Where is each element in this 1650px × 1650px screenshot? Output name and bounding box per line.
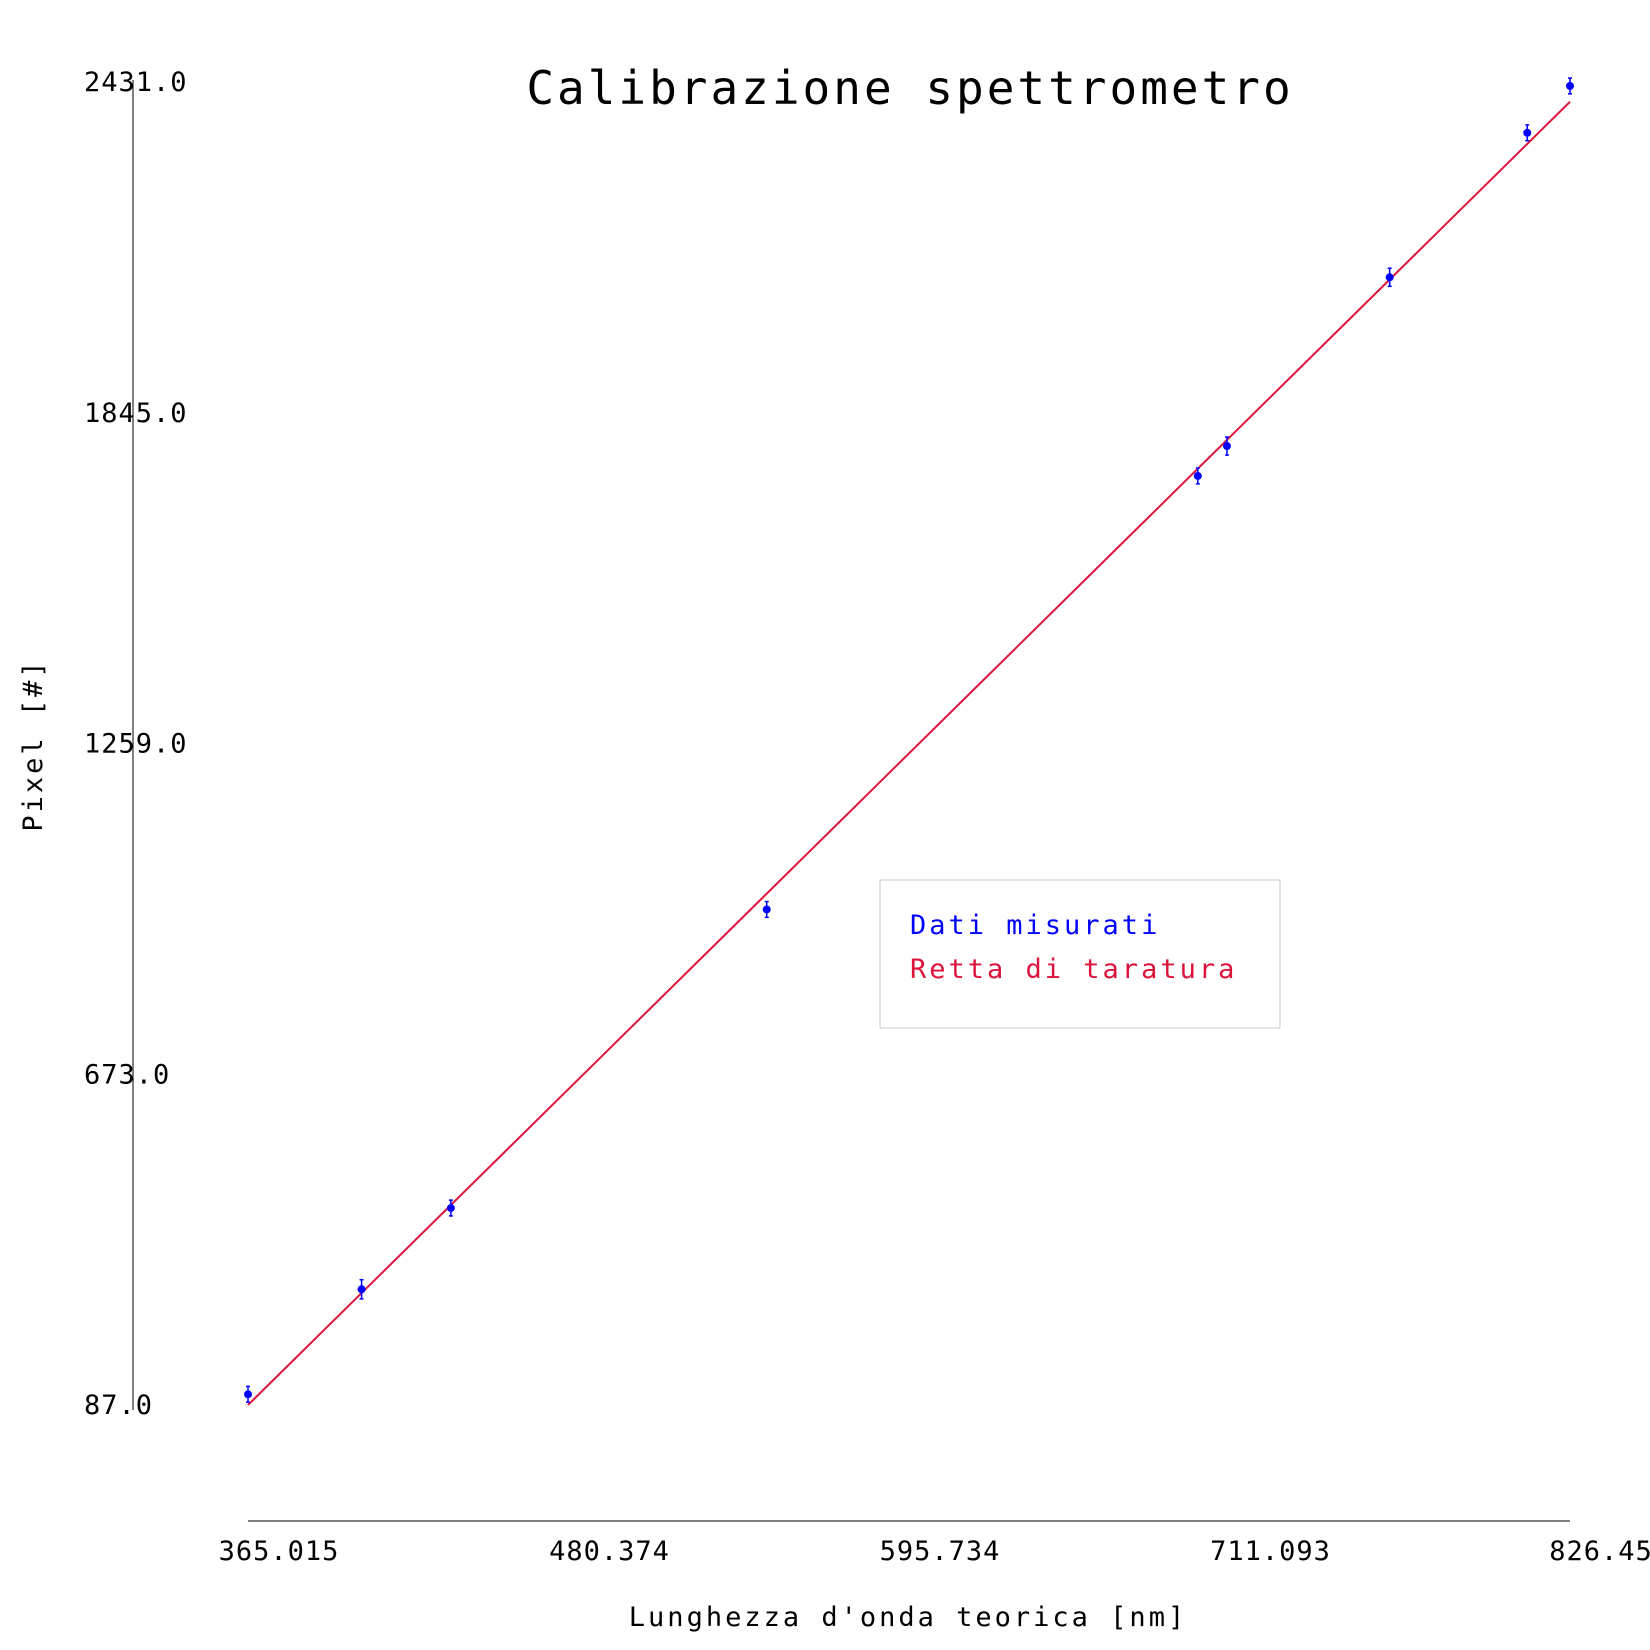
x-tick-label: 595.734 — [880, 1536, 1001, 1567]
y-tick-label: 1259.0 — [84, 729, 188, 760]
x-tick-label: 711.093 — [1210, 1536, 1331, 1567]
data-point — [1566, 81, 1575, 90]
chart-title: Calibrazione spettrometro — [526, 61, 1293, 115]
x-tick-label: 480.374 — [549, 1536, 670, 1567]
legend-entry-measured: Dati misurati — [910, 910, 1160, 941]
y-tick-label: 2431.0 — [84, 67, 188, 98]
legend: Dati misurati Retta di taratura — [879, 879, 1281, 1029]
legend-box — [879, 879, 1281, 1029]
y-tick-label: 673.0 — [84, 1059, 170, 1090]
data-point — [1385, 273, 1394, 282]
data-point — [762, 905, 771, 914]
y-tick-labels: 87.0 673.0 1259.0 1845.0 2431.0 — [84, 67, 188, 1421]
y-axis-label: Pixel [#] — [18, 658, 49, 831]
data-point — [446, 1204, 455, 1213]
fit-line-layer — [247, 101, 1571, 1406]
x-tick-labels: 365.015 480.374 595.734 711.093 826.45 — [219, 1536, 1650, 1567]
data-points-layer — [244, 77, 1575, 1403]
data-point — [357, 1285, 366, 1294]
y-tick-label: 87.0 — [84, 1390, 153, 1421]
data-point — [244, 1390, 252, 1399]
y-tick-label: 1845.0 — [84, 398, 188, 429]
data-point — [1222, 442, 1231, 451]
data-point — [1523, 128, 1532, 137]
x-tick-label: 826.45 — [1549, 1536, 1650, 1567]
fit-line — [247, 101, 1571, 1406]
x-tick-label: 365.015 — [219, 1536, 340, 1567]
legend-entry-fit: Retta di taratura — [910, 954, 1237, 985]
data-point — [1193, 471, 1202, 480]
x-axis-label: Lunghezza d'onda teorica [nm] — [629, 1602, 1187, 1633]
